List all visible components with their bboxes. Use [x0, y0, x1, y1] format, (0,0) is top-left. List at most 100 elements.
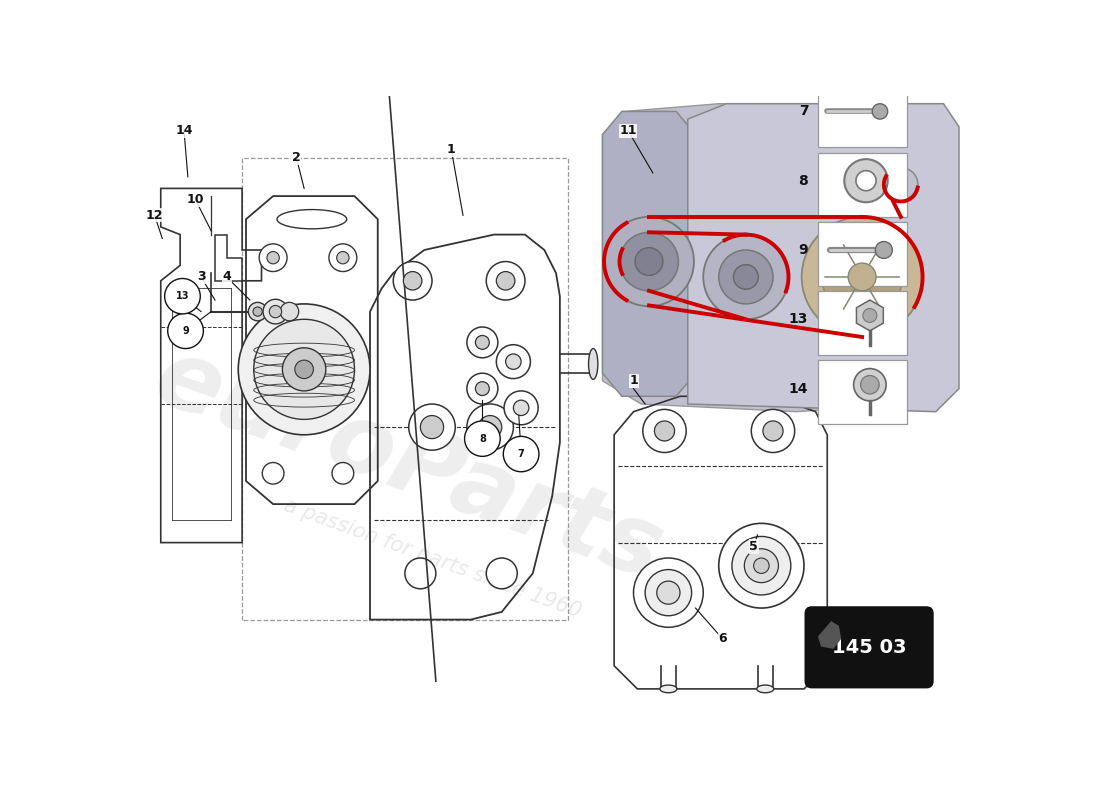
Circle shape	[478, 415, 502, 438]
Circle shape	[329, 244, 356, 271]
Circle shape	[514, 400, 529, 415]
Text: 145 03: 145 03	[832, 638, 906, 657]
Text: 13: 13	[176, 291, 189, 301]
Text: 5: 5	[749, 540, 758, 553]
Text: 1: 1	[447, 143, 455, 157]
Circle shape	[845, 159, 888, 202]
Circle shape	[718, 523, 804, 608]
Circle shape	[872, 104, 888, 119]
Circle shape	[253, 307, 262, 316]
Circle shape	[260, 244, 287, 271]
Bar	[817, 291, 906, 355]
Circle shape	[496, 345, 530, 378]
Ellipse shape	[757, 685, 773, 693]
Text: 9: 9	[799, 243, 808, 257]
Bar	[817, 153, 906, 217]
Text: 14: 14	[175, 124, 192, 137]
Polygon shape	[603, 104, 952, 412]
Circle shape	[249, 302, 267, 321]
Text: 2: 2	[292, 151, 300, 164]
Circle shape	[262, 462, 284, 484]
Circle shape	[486, 558, 517, 589]
Circle shape	[466, 404, 514, 450]
Text: 6: 6	[718, 632, 727, 646]
Circle shape	[394, 262, 432, 300]
Text: a passion for parts since 1960: a passion for parts since 1960	[280, 494, 583, 622]
Circle shape	[848, 263, 876, 291]
Circle shape	[860, 375, 879, 394]
Polygon shape	[857, 300, 883, 331]
Circle shape	[506, 354, 521, 370]
Circle shape	[883, 168, 917, 202]
Text: 7: 7	[799, 104, 808, 118]
Circle shape	[504, 391, 538, 425]
Circle shape	[466, 373, 498, 404]
Text: 12: 12	[146, 209, 163, 222]
Text: 14: 14	[789, 382, 808, 396]
Bar	[817, 83, 906, 147]
Text: 8: 8	[799, 174, 808, 188]
Circle shape	[337, 251, 349, 264]
FancyBboxPatch shape	[805, 607, 933, 687]
Circle shape	[420, 415, 443, 438]
Circle shape	[732, 537, 791, 595]
Circle shape	[167, 313, 204, 349]
Circle shape	[496, 271, 515, 290]
Circle shape	[619, 232, 679, 291]
Text: 1: 1	[629, 374, 638, 387]
Circle shape	[409, 404, 455, 450]
Circle shape	[270, 306, 282, 318]
Circle shape	[645, 570, 692, 616]
Circle shape	[486, 262, 525, 300]
Circle shape	[475, 335, 490, 350]
Circle shape	[751, 410, 794, 453]
Circle shape	[405, 558, 436, 589]
Circle shape	[657, 581, 680, 604]
Circle shape	[280, 302, 299, 321]
Circle shape	[263, 299, 288, 324]
Circle shape	[856, 170, 876, 190]
Circle shape	[165, 278, 200, 314]
Circle shape	[404, 271, 422, 290]
Circle shape	[822, 237, 902, 317]
Circle shape	[703, 234, 789, 319]
Circle shape	[254, 319, 354, 419]
Circle shape	[464, 421, 500, 456]
Circle shape	[876, 242, 892, 258]
Text: 11: 11	[619, 124, 637, 137]
Circle shape	[642, 410, 686, 453]
Circle shape	[634, 558, 703, 627]
Circle shape	[862, 309, 877, 322]
Circle shape	[802, 217, 923, 337]
Text: 13: 13	[789, 312, 808, 326]
Polygon shape	[603, 111, 695, 396]
Circle shape	[654, 421, 674, 441]
Circle shape	[475, 382, 490, 395]
Text: 10: 10	[187, 194, 205, 206]
Circle shape	[718, 250, 773, 304]
Polygon shape	[818, 621, 842, 649]
Ellipse shape	[588, 349, 598, 379]
Circle shape	[763, 421, 783, 441]
Polygon shape	[688, 104, 959, 412]
Text: 4: 4	[222, 270, 231, 283]
Circle shape	[295, 360, 313, 378]
Text: euroParts: euroParts	[142, 330, 675, 601]
Circle shape	[239, 304, 370, 435]
Circle shape	[267, 251, 279, 264]
Bar	[817, 222, 906, 286]
Circle shape	[854, 369, 887, 401]
Circle shape	[745, 549, 779, 582]
Circle shape	[734, 265, 758, 290]
Circle shape	[466, 327, 498, 358]
Bar	[817, 361, 906, 425]
Text: 8: 8	[478, 434, 486, 444]
Ellipse shape	[660, 685, 676, 693]
Circle shape	[635, 248, 663, 275]
Text: 3: 3	[197, 270, 206, 283]
Circle shape	[754, 558, 769, 574]
Text: 9: 9	[183, 326, 189, 336]
Text: 7: 7	[518, 449, 525, 459]
Circle shape	[504, 436, 539, 472]
Circle shape	[283, 348, 326, 391]
